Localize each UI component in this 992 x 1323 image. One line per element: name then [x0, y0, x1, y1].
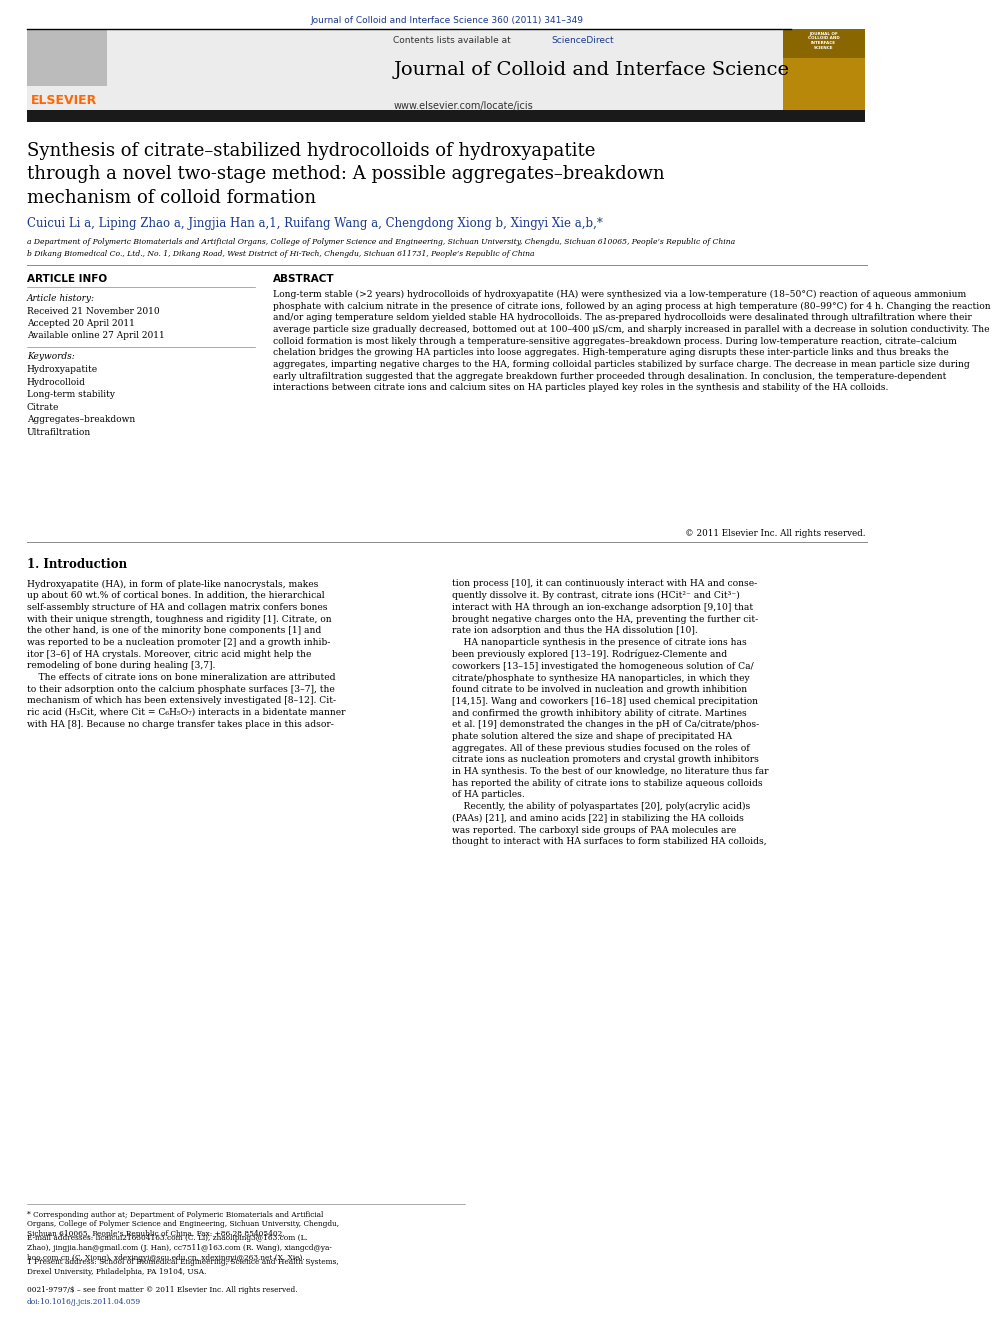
Text: Synthesis of citrate–stabilized hydrocolloids of hydroxyapatite
through a novel : Synthesis of citrate–stabilized hydrocol…: [27, 142, 665, 206]
Bar: [783, 29, 865, 58]
Text: Hydroxyapatite: Hydroxyapatite: [27, 365, 98, 374]
Bar: [27, 29, 783, 111]
Text: Available online 27 April 2011: Available online 27 April 2011: [27, 331, 165, 340]
Text: 0021-9797/$ – see front matter © 2011 Elsevier Inc. All rights reserved.: 0021-9797/$ – see front matter © 2011 El…: [27, 1286, 298, 1294]
Text: 1. Introduction: 1. Introduction: [27, 558, 127, 572]
Text: ARTICLE INFO: ARTICLE INFO: [27, 274, 107, 284]
Text: JOURNAL OF
COLLOID AND
INTERFACE
SCIENCE: JOURNAL OF COLLOID AND INTERFACE SCIENCE: [807, 32, 839, 49]
Text: tion process [10], it can continuously interact with HA and conse-
quently disso: tion process [10], it can continuously i…: [451, 579, 768, 847]
Text: a Department of Polymeric Biomaterials and Artificial Organs, College of Polymer: a Department of Polymeric Biomaterials a…: [27, 238, 735, 246]
Text: Aggregates–breakdown: Aggregates–breakdown: [27, 415, 135, 425]
Text: 1 Present address: School of Biomedical Engineering, Science and Health Systems,: 1 Present address: School of Biomedical …: [27, 1258, 338, 1275]
Text: Long-term stable (>2 years) hydrocolloids of hydroxyapatite (HA) were synthesize: Long-term stable (>2 years) hydrocolloid…: [273, 290, 990, 393]
Text: www.elsevier.com/locate/jcis: www.elsevier.com/locate/jcis: [394, 101, 534, 111]
Text: Long-term stability: Long-term stability: [27, 390, 115, 400]
Text: b Dikang Biomedical Co., Ltd., No. 1, Dikang Road, West District of Hi-Tech, Che: b Dikang Biomedical Co., Ltd., No. 1, Di…: [27, 250, 535, 258]
Text: Keywords:: Keywords:: [27, 352, 74, 361]
Text: Citrate: Citrate: [27, 402, 60, 411]
Text: Contents lists available at: Contents lists available at: [394, 36, 514, 45]
Text: Hydrocolloid: Hydrocolloid: [27, 378, 85, 386]
Text: Cuicui Li a, Liping Zhao a, Jingjia Han a,1, Ruifang Wang a, Chengdong Xiong b, : Cuicui Li a, Liping Zhao a, Jingjia Han …: [27, 217, 603, 230]
Text: Journal of Colloid and Interface Science: Journal of Colloid and Interface Science: [394, 61, 790, 79]
Bar: [783, 29, 865, 111]
Text: * Corresponding author at; Department of Polymeric Biomaterials and Artificial
O: * Corresponding author at; Department of…: [27, 1211, 339, 1238]
Text: Hydroxyapatite (HA), in form of plate-like nanocrystals, makes
up about 60 wt.% : Hydroxyapatite (HA), in form of plate-li…: [27, 579, 345, 729]
Text: ScienceDirect: ScienceDirect: [552, 36, 614, 45]
Bar: [27, 29, 107, 86]
Text: Ultrafiltration: Ultrafiltration: [27, 427, 91, 437]
Text: E-mail addresses: licuicui216304163.com (C. Li), zhaoliping3@163.com (L.
Zhao), : E-mail addresses: licuicui216304163.com …: [27, 1234, 331, 1262]
Text: doi:10.1016/j.jcis.2011.04.059: doi:10.1016/j.jcis.2011.04.059: [27, 1298, 141, 1306]
Text: Journal of Colloid and Interface Science 360 (2011) 341–349: Journal of Colloid and Interface Science…: [310, 16, 583, 25]
Text: ELSEVIER: ELSEVIER: [32, 94, 97, 107]
Text: Received 21 November 2010: Received 21 November 2010: [27, 307, 160, 316]
Text: ABSTRACT: ABSTRACT: [273, 274, 334, 284]
Text: Article history:: Article history:: [27, 294, 95, 303]
Text: © 2011 Elsevier Inc. All rights reserved.: © 2011 Elsevier Inc. All rights reserved…: [685, 529, 866, 538]
Text: Accepted 20 April 2011: Accepted 20 April 2011: [27, 319, 135, 328]
Bar: [27, 110, 865, 122]
